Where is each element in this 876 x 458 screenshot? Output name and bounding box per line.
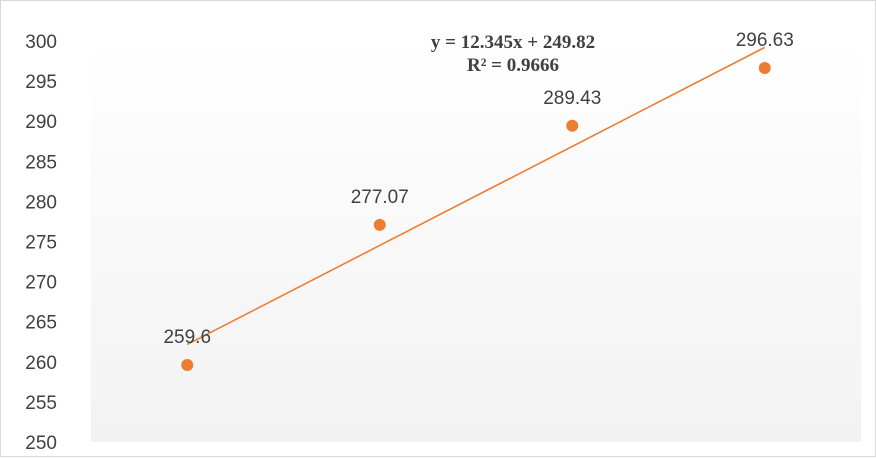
- y-tick-label: 295: [25, 72, 57, 93]
- data-label: 259.6: [163, 327, 211, 348]
- data-label: 289.43: [543, 88, 601, 109]
- y-tick-label: 250: [25, 433, 57, 454]
- trendline-equation: y = 12.345x + 249.82: [431, 32, 595, 53]
- y-tick-label: 285: [25, 152, 57, 173]
- y-tick-label: 300: [25, 32, 57, 53]
- y-tick-label: 265: [25, 313, 57, 334]
- y-tick-label: 260: [25, 353, 57, 374]
- data-labels: 259.6 277.07 289.43 296.63: [163, 30, 793, 348]
- data-label: 277.07: [351, 187, 409, 208]
- data-point: [566, 119, 579, 132]
- data-point: [373, 218, 386, 231]
- y-axis-ticks: 250 255 260 265 270 275 280 285 290 295 300: [25, 32, 57, 454]
- plot-area: [91, 41, 861, 442]
- trendline-group: [186, 46, 766, 346]
- data-point: [758, 62, 771, 75]
- data-points: [181, 62, 771, 372]
- y-tick-label: 275: [25, 233, 57, 254]
- data-label: 296.63: [736, 30, 794, 51]
- y-tick-label: 270: [25, 273, 57, 294]
- y-tick-label: 255: [25, 393, 57, 414]
- y-tick-label: 280: [25, 192, 57, 213]
- y-tick-label: 290: [25, 112, 57, 133]
- trendline-r-squared: R² = 0.9666: [467, 55, 559, 76]
- data-point: [181, 359, 194, 372]
- trendline: [186, 46, 766, 346]
